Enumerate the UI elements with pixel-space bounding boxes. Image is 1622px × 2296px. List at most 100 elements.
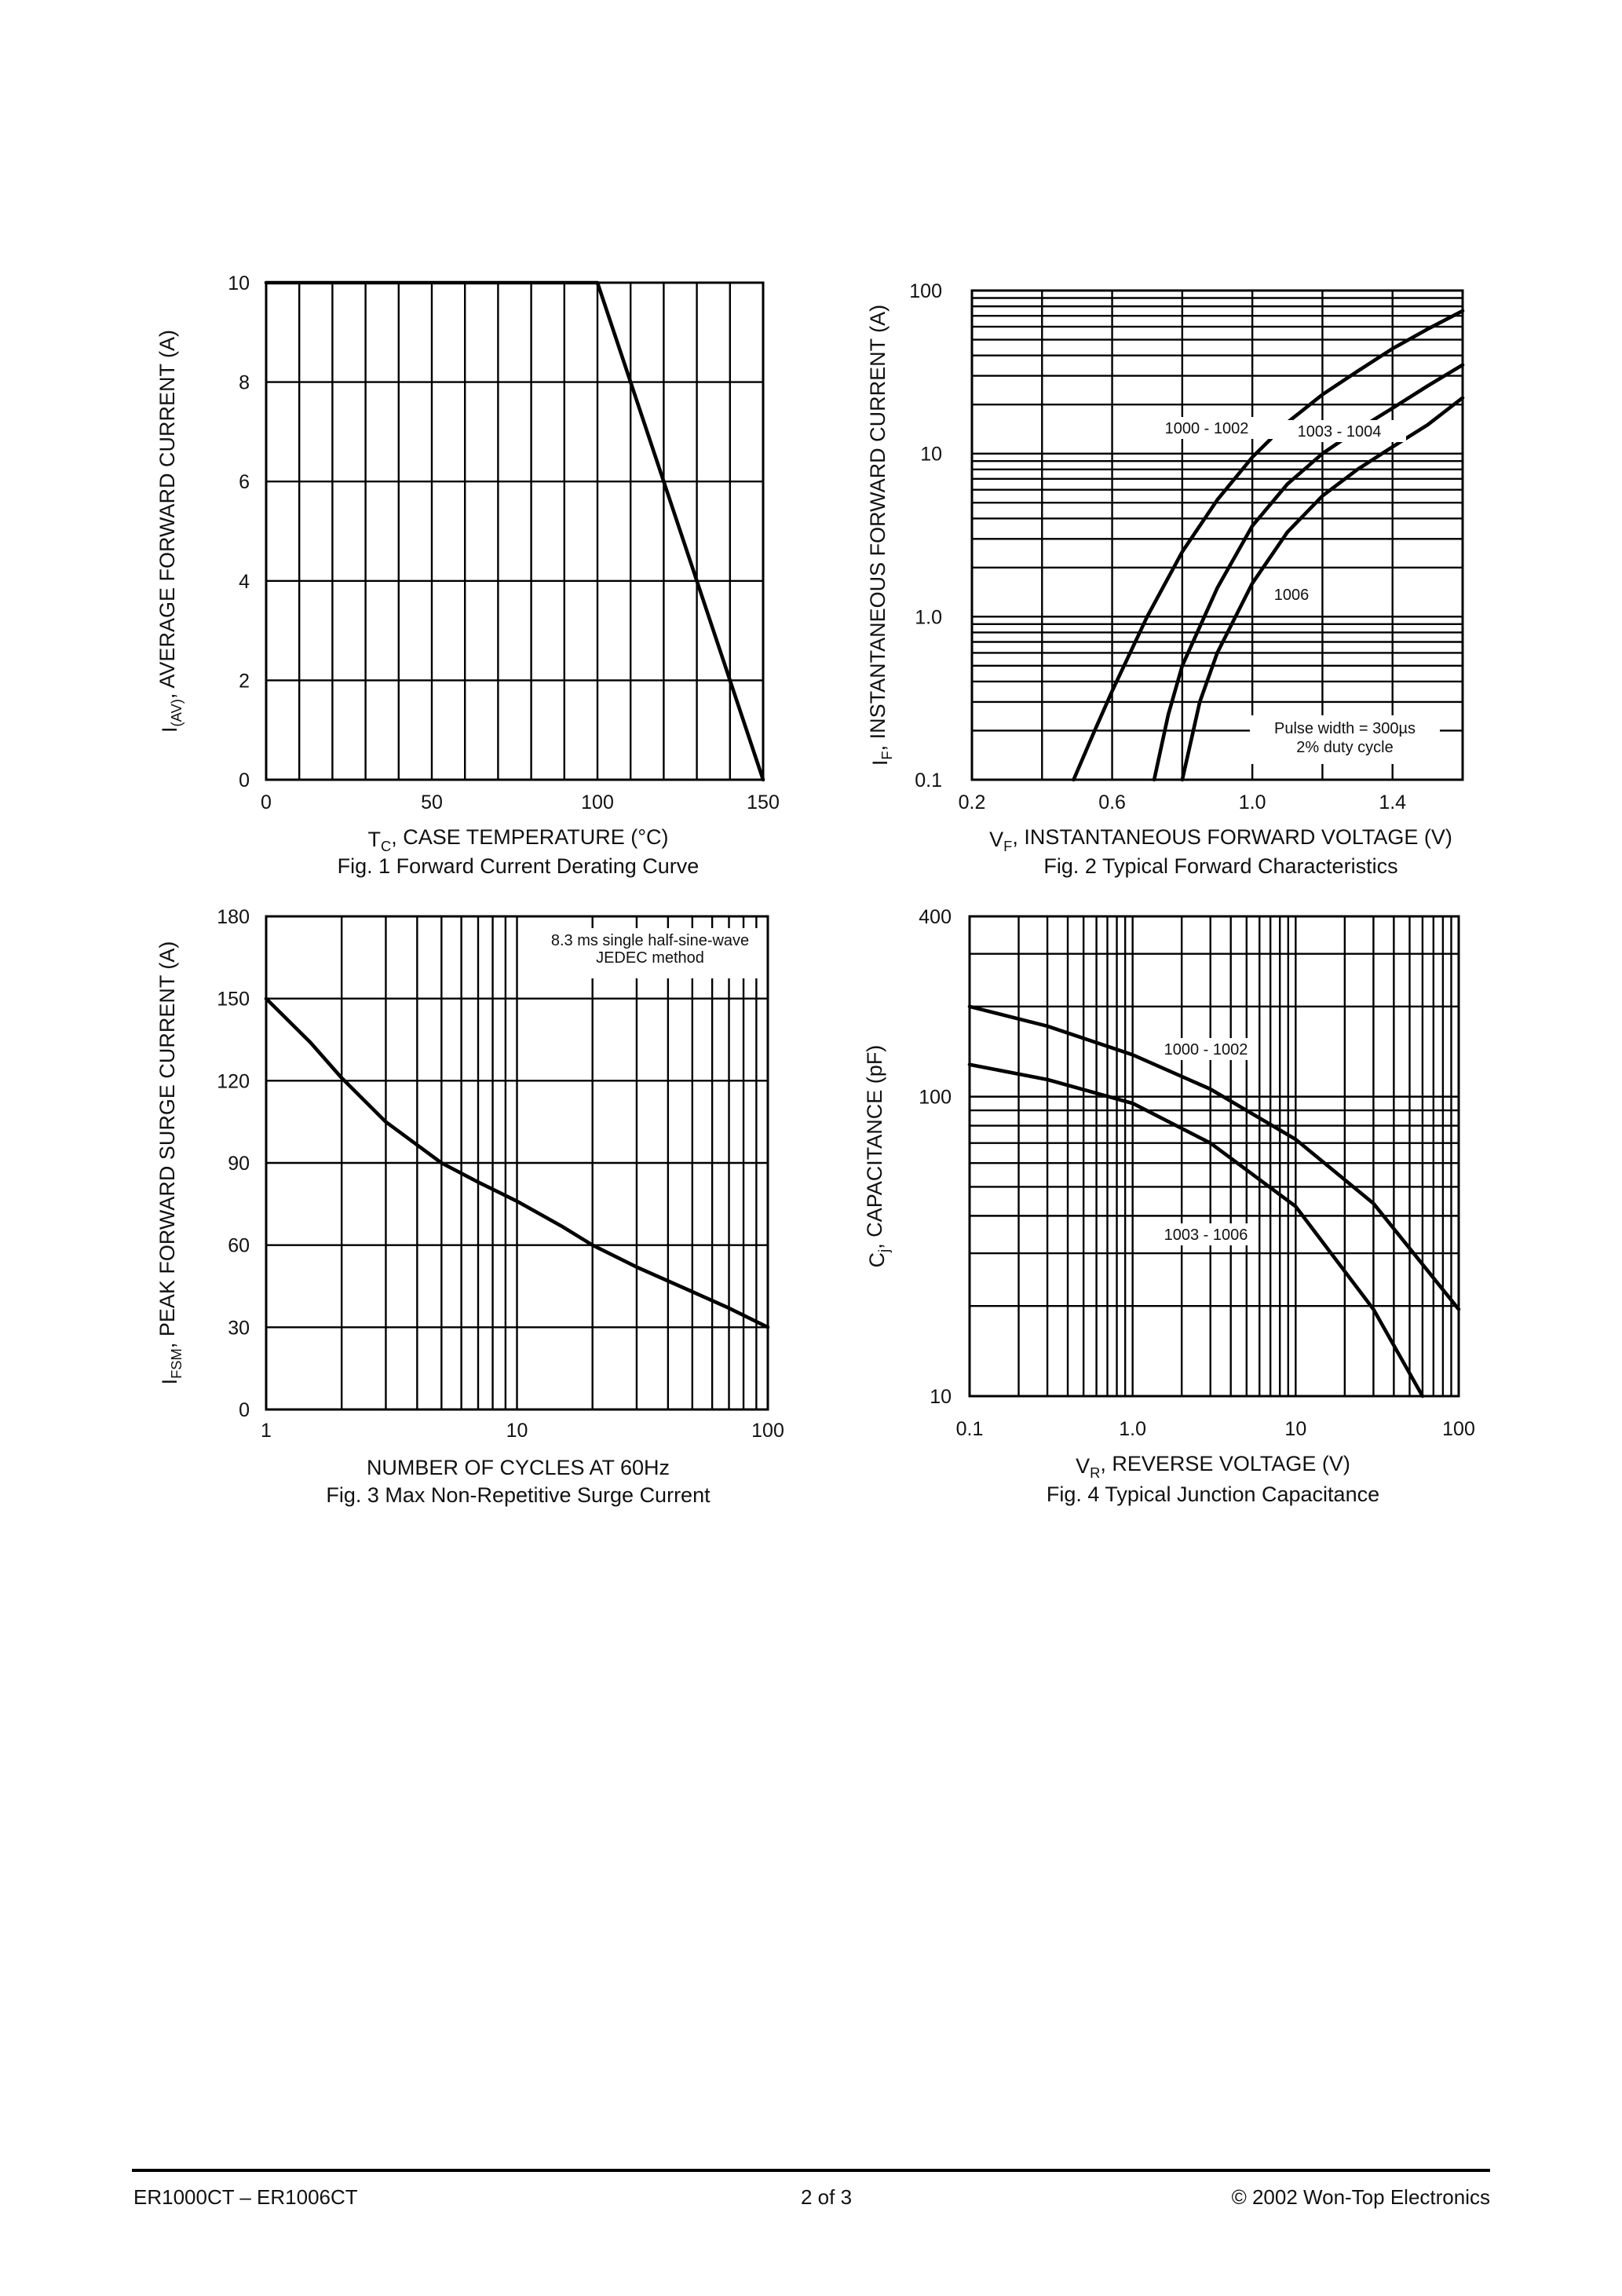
y-tick-label: 100	[919, 1087, 952, 1109]
series-label: 1003 - 1004	[1298, 423, 1382, 441]
figure-caption: Fig. 2 Typical Forward Characteristics	[1043, 854, 1397, 878]
y-tick-label: 10	[930, 1386, 952, 1408]
x-axis-label: VF, INSTANTANEOUS FORWARD VOLTAGE (V)	[989, 825, 1452, 854]
y-axis-label: IF, INSTANTANEOUS FORWARD CURRENT (A)	[866, 305, 895, 766]
y-tick-label: 0	[239, 770, 250, 792]
y-axis-label-part: (AV)	[168, 699, 184, 726]
x-tick-label: 1.4	[1379, 792, 1406, 813]
y-axis-label: IFSM, PEAK FORWARD SURGE CURRENT (A)	[155, 941, 184, 1385]
annotation-text: 2% duty cycle	[1296, 739, 1393, 756]
plot-frame	[968, 915, 1460, 1398]
y-tick-label: 180	[217, 906, 250, 928]
y-axis-label-part: j	[875, 1249, 892, 1253]
y-axis-label-part: , PEAK FORWARD SURGE CURRENT (A)	[155, 941, 179, 1349]
y-axis-label-part: I	[158, 726, 181, 733]
series-label: 1000 - 1002	[1165, 420, 1249, 437]
plot-frame	[265, 915, 769, 1411]
x-tick-label: 100	[581, 792, 614, 813]
y-tick-label: 2	[239, 670, 250, 692]
series-line-1	[264, 280, 765, 782]
y-tick-label: 60	[228, 1235, 250, 1257]
y-axis-label-part: F	[879, 751, 895, 759]
figure-caption: Fig. 4 Typical Junction Capacitance	[1047, 1483, 1379, 1506]
x-tick-label: 0	[261, 792, 272, 813]
series-line-1	[1072, 309, 1465, 782]
annotation-box	[1250, 715, 1440, 764]
y-tick-label: 4	[239, 571, 250, 593]
series-label: 1003 - 1006	[1164, 1227, 1248, 1244]
series-line-2	[967, 1062, 1425, 1398]
x-axis-label-part: R	[1090, 1464, 1100, 1481]
y-tick-label: 120	[217, 1070, 250, 1092]
footer-rule	[132, 2169, 1490, 2172]
y-tick-label: 100	[909, 280, 942, 302]
y-axis-label-part: C	[865, 1252, 889, 1268]
x-axis-label-part: , CASE TEMPERATURE (°C)	[391, 825, 668, 849]
series-line-3	[1180, 396, 1465, 782]
y-tick-label: 8	[239, 372, 250, 394]
x-axis-label-part: V	[1076, 1454, 1090, 1478]
series-label: 1006	[1274, 587, 1310, 604]
series-label-bg	[1264, 583, 1319, 605]
series-line-1	[264, 996, 770, 1329]
x-tick-label: 1.0	[1119, 1418, 1146, 1440]
y-axis-label: I(AV), AVERAGE FORWARD CURRENT (A)	[155, 330, 184, 733]
y-axis-label-part: I	[158, 1379, 181, 1385]
series-label-bg	[1155, 1223, 1257, 1245]
x-axis-label-part: NUMBER OF CYCLES AT 60Hz	[367, 1456, 670, 1479]
annotation-text: Pulse width = 300µs	[1274, 720, 1416, 737]
x-tick-label: 0.2	[959, 792, 986, 813]
plot-frame	[265, 281, 765, 781]
figure-caption: Fig. 1 Forward Current Derating Curve	[338, 854, 700, 878]
x-tick-label: 10	[506, 1420, 528, 1442]
y-tick-label: 90	[228, 1153, 250, 1175]
y-tick-label: 0	[239, 1399, 250, 1421]
annotation-text: 8.3 ms single half-sine-wave	[551, 932, 749, 949]
y-tick-label: 400	[919, 906, 952, 928]
series-line-2	[1152, 363, 1465, 782]
x-axis-label-part: C	[381, 838, 391, 854]
y-tick-label: 6	[239, 471, 250, 493]
x-tick-label: 150	[747, 792, 780, 813]
x-tick-label: 50	[421, 792, 443, 813]
y-tick-label: 0.1	[915, 770, 942, 792]
x-tick-label: 100	[751, 1420, 784, 1442]
x-tick-label: 10	[1284, 1418, 1306, 1440]
x-tick-label: 1.0	[1239, 792, 1266, 813]
series-line-1	[967, 1004, 1461, 1311]
y-axis-label-part: , INSTANTANEOUS FORWARD CURRENT (A)	[866, 305, 890, 751]
y-axis-label-part: FSM	[168, 1348, 184, 1379]
y-axis-label-part: , CAPACITANCE (pF)	[863, 1045, 886, 1249]
x-axis-label: NUMBER OF CYCLES AT 60Hz	[367, 1456, 670, 1479]
x-axis-label-part: F	[1003, 838, 1012, 854]
x-axis-label-part: T	[367, 828, 381, 851]
x-tick-label: 1	[261, 1420, 272, 1442]
x-axis-label: TC, CASE TEMPERATURE (°C)	[367, 825, 668, 854]
footer-copyright: © 2002 Won-Top Electronics	[1231, 2185, 1490, 2209]
x-tick-label: 0.1	[956, 1418, 984, 1440]
series-label-bg	[1155, 1038, 1257, 1060]
x-axis-label-part: , INSTANTANEOUS FORWARD VOLTAGE (V)	[1012, 825, 1452, 849]
footer-page-number: 2 of 3	[801, 2185, 853, 2209]
x-tick-label: 100	[1442, 1418, 1475, 1440]
y-axis-label-part: I	[868, 760, 892, 766]
y-axis-label-part: , AVERAGE FORWARD CURRENT (A)	[155, 330, 179, 699]
series-label: 1000 - 1002	[1164, 1041, 1248, 1058]
series-label-bg	[1273, 420, 1406, 442]
x-axis-label-part: , REVERSE VOLTAGE (V)	[1100, 1452, 1350, 1475]
x-axis-label-part: V	[989, 828, 1003, 851]
y-axis-label: Cj, CAPACITANCE (pF)	[863, 1045, 892, 1268]
y-tick-label: 10	[920, 444, 942, 466]
figure-caption: Fig. 3 Max Non-Repetitive Surge Current	[326, 1483, 711, 1507]
footer-part-number: ER1000CT – ER1006CT	[133, 2185, 358, 2209]
plot-frame	[970, 289, 1464, 781]
y-tick-label: 10	[228, 272, 250, 294]
y-tick-label: 1.0	[915, 606, 942, 628]
series-label-bg	[1140, 417, 1273, 439]
y-tick-label: 150	[217, 989, 250, 1011]
y-tick-label: 30	[228, 1317, 250, 1339]
annotation-box	[540, 928, 760, 978]
x-tick-label: 0.6	[1098, 792, 1126, 813]
annotation-text: JEDEC method	[596, 949, 704, 967]
